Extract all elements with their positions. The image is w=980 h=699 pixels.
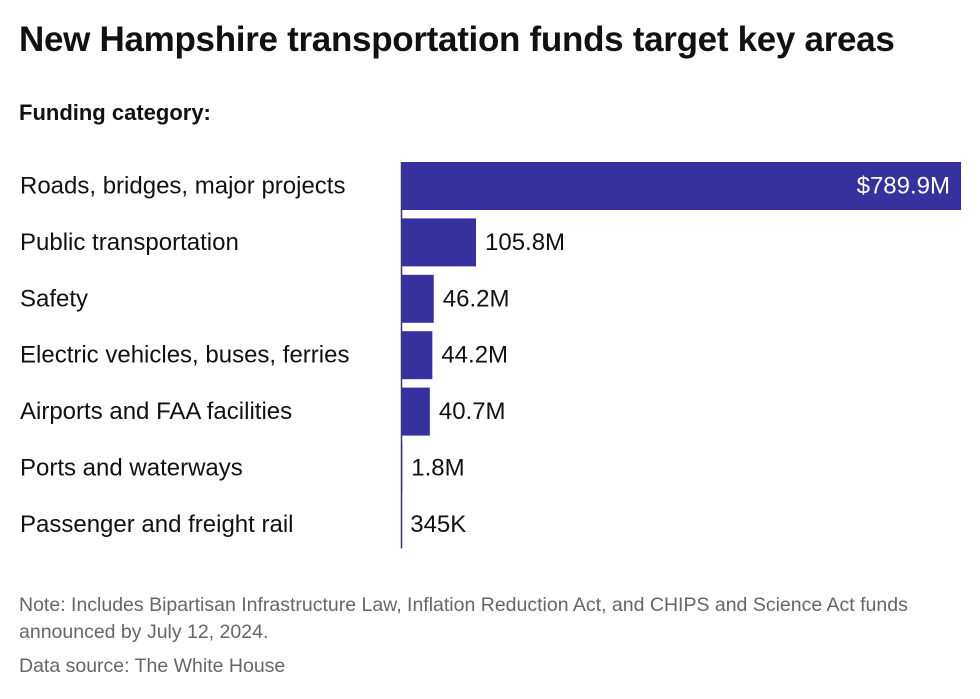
bar: [401, 218, 477, 267]
bar-chart: Roads, bridges, major projects $789.9M Pub…: [20, 162, 961, 549]
bar: [401, 444, 403, 492]
value-label: 105.8M: [485, 229, 565, 256]
category-label: Passenger and freight rail: [20, 511, 294, 538]
value-label: 40.7M: [439, 398, 506, 425]
value-label: 46.2M: [443, 285, 510, 312]
value-label: $789.9M: [857, 173, 950, 200]
category-label: Ports and waterways: [20, 455, 243, 482]
category-label: Electric vehicles, buses, ferries: [20, 342, 349, 369]
value-label: 44.2M: [441, 342, 508, 369]
category-label: Safety: [20, 285, 88, 312]
bar: [401, 331, 433, 380]
chart-note: Note: Includes Bipartisan Infrastructure…: [19, 594, 908, 643]
chart-title: New Hampshire transportation funds targe…: [19, 20, 895, 59]
category-label: Airports and FAA facilities: [20, 398, 292, 425]
chart-subtitle: Funding category:: [19, 100, 211, 125]
bar: [401, 162, 961, 210]
category-label: Public transportation: [20, 229, 239, 256]
bar: [401, 387, 430, 436]
bar: [401, 274, 434, 323]
category-label: Roads, bridges, major projects: [20, 173, 345, 200]
value-label: 1.8M: [411, 455, 464, 482]
data-source: Data source: The White House: [19, 655, 286, 677]
value-label: 345K: [410, 511, 466, 538]
